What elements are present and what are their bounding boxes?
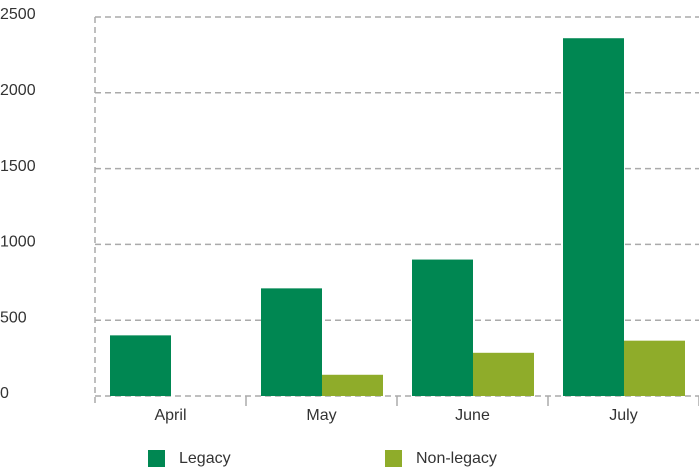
legend-label: Legacy: [179, 450, 231, 467]
legend-label: Non-legacy: [416, 450, 497, 467]
bar: [563, 38, 624, 396]
y-tick-label: 1000: [0, 234, 36, 251]
y-tick-label: 2000: [0, 82, 36, 99]
y-tick-label: 500: [0, 309, 27, 326]
bar: [322, 374, 383, 396]
y-tick-label: 2500: [0, 6, 36, 23]
bar: [110, 335, 171, 396]
x-tick-label: May: [306, 407, 336, 424]
y-tick-label: 0: [0, 385, 9, 402]
y-tick-label: 1500: [0, 158, 36, 175]
x-tick-label: April: [154, 407, 186, 424]
x-tick-label: July: [609, 407, 637, 424]
bar: [473, 352, 534, 396]
legend-swatch: [385, 450, 402, 467]
bar: [412, 259, 473, 396]
bar: [261, 288, 322, 396]
legend-swatch: [148, 450, 165, 467]
x-tick-label: June: [455, 407, 490, 424]
bar: [624, 340, 685, 396]
